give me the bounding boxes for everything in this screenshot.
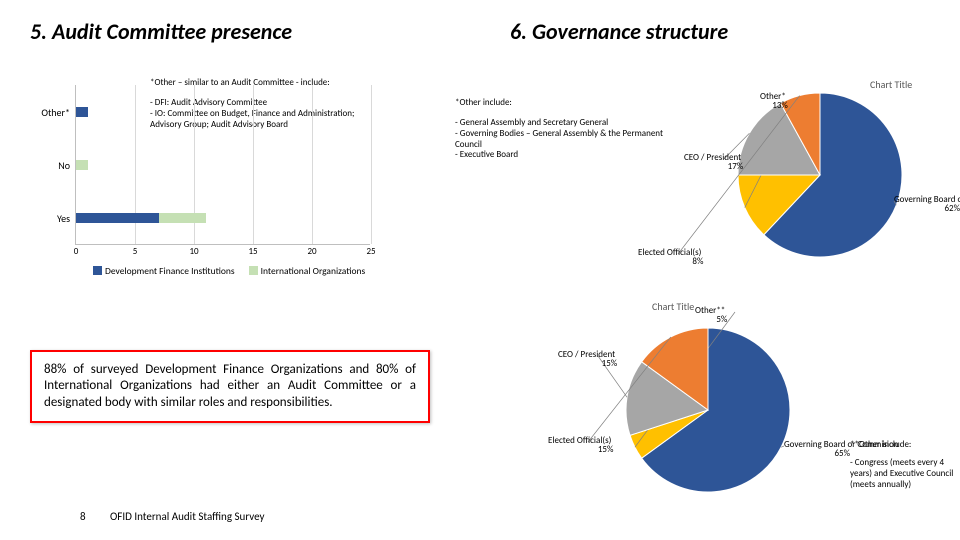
pie-chart-2: Chart TitleGoverning Board or Commision … <box>0 0 960 540</box>
pie-slice-label: Other** 5% <box>695 306 727 325</box>
pie2-note-items: - Congress (meets every 4 years) and Exe… <box>850 458 958 490</box>
pie-slice-label: Elected Official(s) 15% <box>548 436 613 455</box>
pie2-note-header: **Other include: <box>850 440 911 451</box>
pie-slice-label: CEO / President 15% <box>558 350 617 369</box>
